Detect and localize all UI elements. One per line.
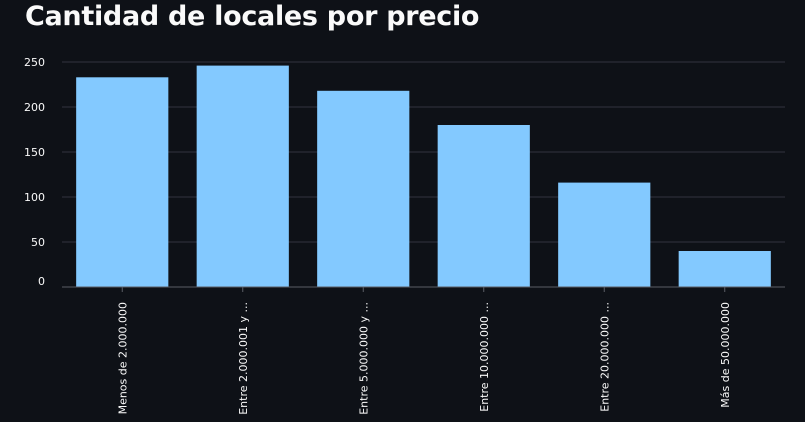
y-tick-label: 150: [24, 146, 45, 159]
y-tick-label: 100: [24, 191, 45, 204]
bar: [558, 182, 651, 287]
y-tick-label: 0: [38, 275, 45, 288]
grid-lines: [62, 61, 785, 243]
bar: [196, 65, 289, 287]
x-axis-ticks: Menos de 2.000.000 Entre 2.000.001 y ... E…: [116, 287, 732, 415]
chart-title: Cantidad de locales por precio: [25, 1, 480, 32]
y-tick-label: 250: [24, 56, 45, 69]
bar: [317, 90, 410, 287]
x-tick-label: Entre 5.000.000 y ...: [357, 302, 370, 415]
x-tick-label: Entre 2.000.001 y ...: [237, 302, 250, 415]
x-tick-label: Más de 50.000.000: [719, 302, 732, 408]
x-tick-label: Entre 20.000.000 ...: [598, 302, 611, 412]
y-axis-ticks: 0 50 100 150 200 250: [24, 56, 45, 288]
bar: [76, 77, 169, 287]
y-tick-label: 50: [31, 236, 45, 249]
bars: [76, 65, 771, 287]
bar: [437, 125, 530, 287]
x-tick-label: Menos de 2.000.000: [116, 302, 129, 414]
y-tick-label: 200: [24, 101, 45, 114]
x-tick-label: Entre 10.000.000 ...: [478, 302, 491, 412]
bar: [678, 251, 771, 287]
